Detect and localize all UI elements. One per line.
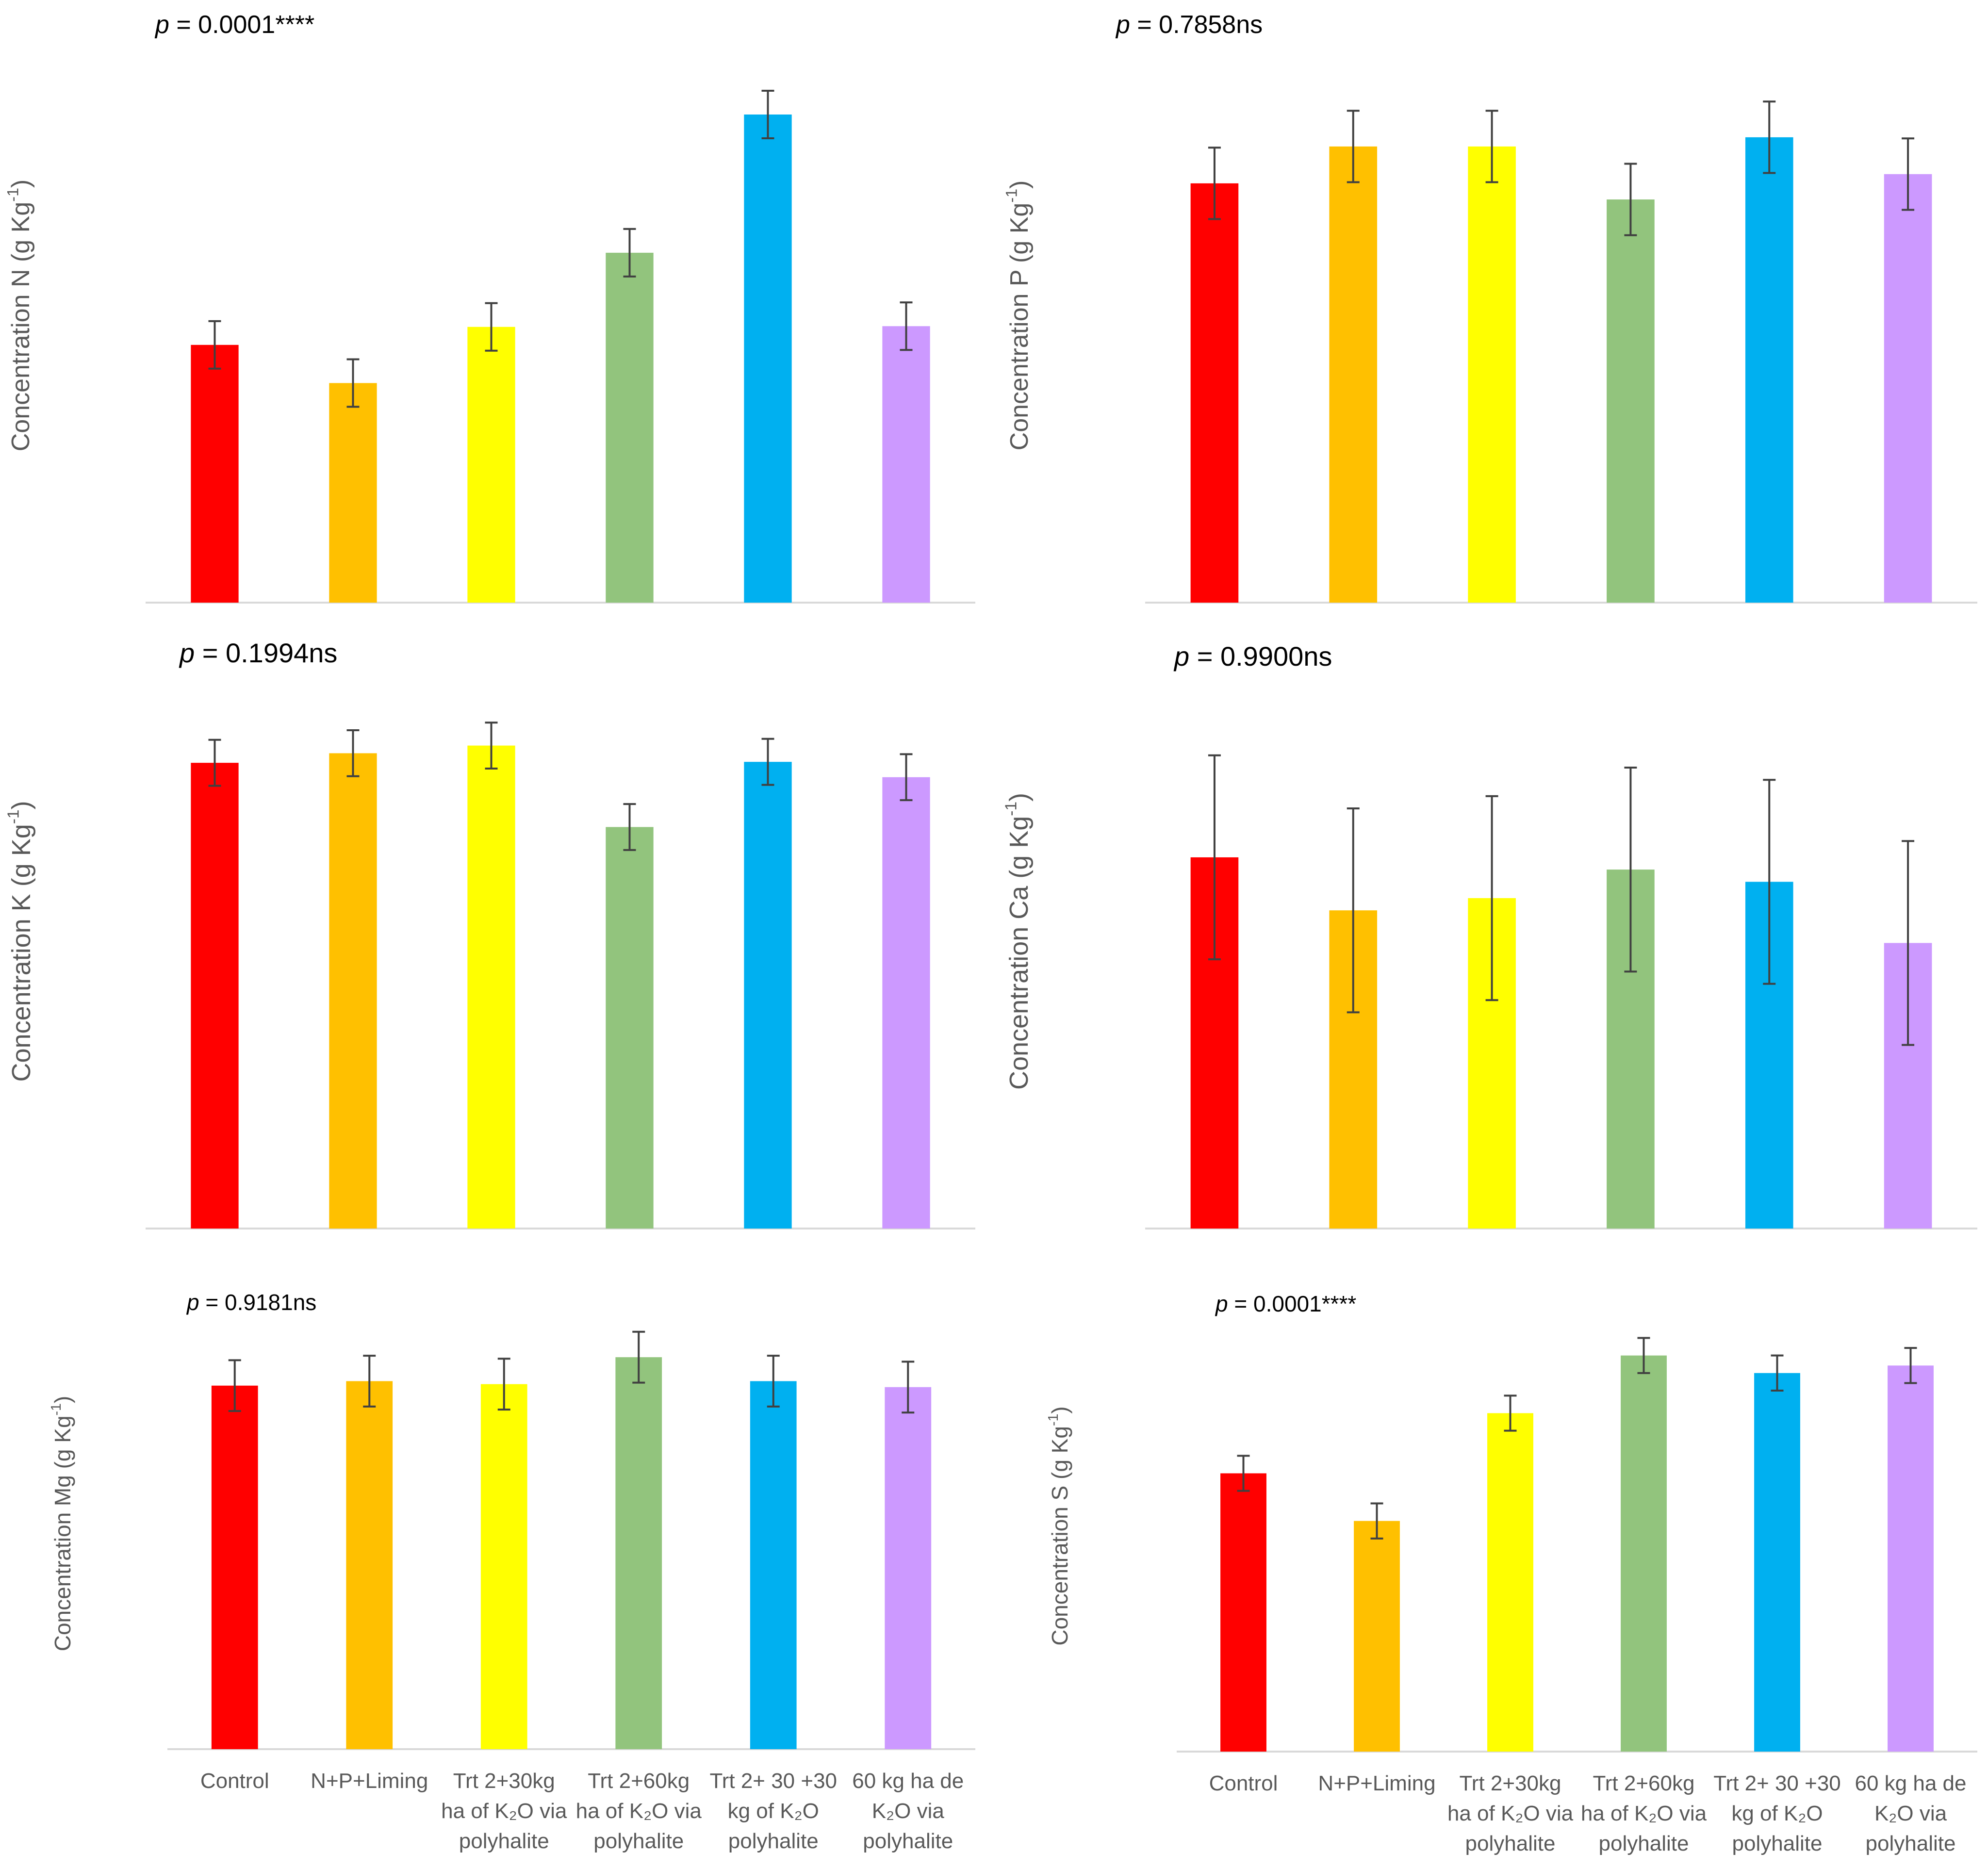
y-axis-label: Concentration N (g Kg-1) bbox=[4, 180, 35, 452]
bar bbox=[346, 1381, 393, 1749]
y-axis-label: Concentration P (g Kg-1) bbox=[1003, 180, 1034, 451]
bar bbox=[1754, 1373, 1800, 1752]
panel-c: Concentration K (g Kg-1) p = 0.1994ns bbox=[5, 638, 975, 1230]
x-category-label: Trt 2+ 30 +30 kg of K₂O polyhalite bbox=[1713, 1771, 1841, 1855]
x-category-label: Trt 2+60kg ha of K₂O via polyhalite bbox=[1581, 1771, 1707, 1855]
p-value: p = 0.9900ns bbox=[1173, 641, 1332, 672]
error-bar bbox=[761, 90, 774, 139]
bar bbox=[882, 326, 930, 603]
error-bar bbox=[1637, 1337, 1650, 1374]
error-bar bbox=[1902, 840, 1915, 1046]
bar bbox=[744, 762, 792, 1229]
bar bbox=[744, 115, 792, 603]
error-bar bbox=[1504, 1394, 1517, 1432]
error-bar bbox=[1763, 779, 1776, 985]
bar bbox=[467, 327, 515, 603]
panel-a: Concentration N (g Kg-1) p = 0.0001**** bbox=[4, 11, 975, 604]
bar bbox=[606, 252, 654, 603]
y-axis-label: Concentration Mg (g Kg-1) bbox=[49, 1396, 75, 1652]
error-bar bbox=[1902, 137, 1915, 211]
error-bar bbox=[485, 721, 498, 770]
error-bar bbox=[1208, 147, 1221, 220]
error-bar bbox=[623, 803, 636, 851]
bar bbox=[467, 745, 515, 1229]
bar bbox=[480, 1384, 527, 1749]
bar bbox=[1745, 137, 1793, 603]
x-category-label: 60 kg ha de K₂O via polyhalite bbox=[1855, 1771, 1967, 1855]
error-bar bbox=[767, 1355, 780, 1408]
error-bar bbox=[228, 1359, 241, 1412]
panel-f: Control N+P+Liming Trt 2+30kg ha of K₂O via… bbox=[1046, 1291, 1977, 1855]
bar bbox=[1190, 183, 1239, 603]
bar bbox=[1607, 199, 1655, 603]
bar bbox=[1621, 1355, 1667, 1752]
x-category-label: Trt 2+30kg ha of K₂O via polyhalite bbox=[1447, 1771, 1574, 1855]
y-axis-label: Concentration S (g Kg-1) bbox=[1046, 1406, 1072, 1645]
bar bbox=[1888, 1365, 1934, 1752]
bar bbox=[1884, 174, 1932, 603]
bar bbox=[191, 763, 239, 1229]
error-bar bbox=[485, 302, 498, 352]
bar bbox=[882, 777, 930, 1229]
error-bar bbox=[900, 301, 913, 351]
bar bbox=[329, 753, 377, 1229]
p-value: p = 0.0001**** bbox=[1215, 1291, 1356, 1316]
error-bar bbox=[1624, 163, 1637, 236]
x-category-label: N+P+Liming bbox=[1318, 1771, 1435, 1795]
error-bar bbox=[1208, 754, 1221, 961]
bar bbox=[1487, 1413, 1533, 1752]
error-bar bbox=[363, 1355, 376, 1408]
bar bbox=[1220, 1473, 1266, 1752]
error-bar bbox=[497, 1358, 510, 1411]
panel-b: Concentration P (g Kg-1) p = 0.7858ns bbox=[1003, 11, 1977, 604]
error-bar bbox=[346, 358, 360, 408]
bar bbox=[211, 1385, 258, 1749]
error-bar bbox=[1347, 807, 1360, 1014]
error-bar bbox=[1347, 110, 1360, 183]
x-category-label: N+P+Liming bbox=[311, 1769, 428, 1793]
x-category-label: Control bbox=[200, 1769, 269, 1793]
x-category-label: Trt 2+30kg ha of K₂O via polyhalite bbox=[441, 1769, 567, 1853]
bar bbox=[1354, 1521, 1400, 1752]
y-axis-label: Concentration K (g Kg-1) bbox=[5, 801, 36, 1082]
bar bbox=[606, 827, 654, 1229]
bar bbox=[1329, 146, 1378, 603]
error-bar bbox=[1763, 100, 1776, 174]
p-value: p = 0.9181ns bbox=[186, 1290, 316, 1315]
bar bbox=[885, 1387, 932, 1749]
error-bar bbox=[1237, 1455, 1250, 1492]
error-bar bbox=[1370, 1502, 1383, 1540]
error-bar bbox=[902, 1361, 915, 1414]
x-category-labels: Control N+P+Liming Trt 2+30kg ha of K₂O via… bbox=[200, 1769, 964, 1853]
error-bar bbox=[761, 738, 774, 786]
bar bbox=[615, 1357, 662, 1749]
error-bar bbox=[1624, 766, 1637, 973]
p-value: p = 0.0001**** bbox=[154, 11, 314, 39]
x-category-label: Control bbox=[1209, 1771, 1278, 1795]
error-bar bbox=[208, 738, 221, 787]
error-bar bbox=[346, 729, 360, 777]
bar bbox=[750, 1381, 797, 1749]
error-bar bbox=[1485, 110, 1498, 183]
error-bar bbox=[1485, 795, 1498, 1001]
bar bbox=[1468, 146, 1516, 603]
error-bar bbox=[900, 753, 913, 802]
error-bar bbox=[1904, 1347, 1917, 1384]
bar bbox=[329, 383, 377, 603]
panel-d: Concentration Ca (g Kg-1) p = 0.9900ns bbox=[1002, 641, 1977, 1230]
x-category-label: Trt 2+60kg ha of K₂O via polyhalite bbox=[576, 1769, 702, 1853]
y-axis-label: Concentration Ca (g Kg-1) bbox=[1002, 793, 1034, 1090]
error-bar bbox=[1771, 1354, 1784, 1392]
error-bar bbox=[623, 228, 636, 278]
panel-e: Control N+P+Liming Trt 2+30kg ha of K₂O via… bbox=[49, 1290, 975, 1853]
x-category-labels: Control N+P+Liming Trt 2+30kg ha of K₂O via… bbox=[1209, 1771, 1967, 1855]
p-value: p = 0.1994ns bbox=[179, 638, 337, 668]
error-bar bbox=[208, 320, 221, 370]
bar bbox=[191, 344, 239, 603]
p-value: p = 0.7858ns bbox=[1115, 11, 1263, 39]
x-category-label: Trt 2+ 30 +30 kg of K₂O polyhalite bbox=[709, 1769, 837, 1853]
x-category-label: 60 kg ha de K₂O via polyhalite bbox=[852, 1769, 964, 1853]
error-bar bbox=[632, 1330, 645, 1384]
